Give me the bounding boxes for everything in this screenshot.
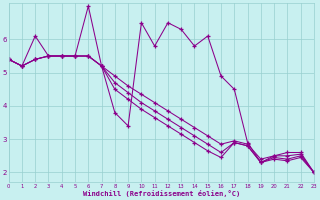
X-axis label: Windchill (Refroidissement éolien,°C): Windchill (Refroidissement éolien,°C): [83, 190, 240, 197]
